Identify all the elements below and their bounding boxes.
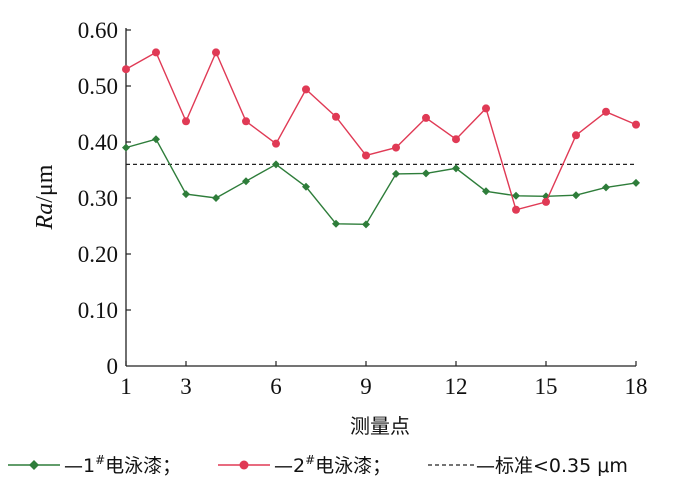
data-point bbox=[122, 65, 130, 74]
data-point bbox=[392, 143, 400, 152]
data-point bbox=[152, 48, 160, 57]
y-tick-label: 0.20 bbox=[78, 242, 118, 267]
legend-marker-series-1 bbox=[29, 460, 39, 470]
legend-label-series-1: —1#电泳漆； bbox=[64, 453, 181, 477]
data-point bbox=[242, 177, 250, 186]
data-point bbox=[302, 85, 310, 94]
y-tick-label: 0.40 bbox=[78, 130, 118, 155]
data-point bbox=[332, 112, 340, 121]
data-point bbox=[572, 191, 580, 200]
y-tick-label: 0.10 bbox=[78, 298, 118, 323]
data-point bbox=[122, 143, 130, 152]
data-point bbox=[632, 120, 640, 129]
y-tick-label: 0.60 bbox=[78, 18, 118, 43]
series-layer bbox=[122, 48, 640, 229]
data-point bbox=[422, 113, 430, 122]
y-axis-title: Ra/μm bbox=[32, 164, 58, 230]
data-point bbox=[242, 117, 250, 126]
data-point bbox=[632, 178, 640, 187]
y-axis-ticks: 0 0.10 0.20 0.30 0.40 0.50 0.60 bbox=[78, 18, 131, 379]
data-point bbox=[332, 219, 340, 228]
series-1-line bbox=[125, 138, 637, 226]
data-point bbox=[602, 183, 610, 192]
data-point bbox=[452, 164, 460, 173]
y-tick-label: 0.50 bbox=[78, 74, 118, 99]
x-tick-label: 6 bbox=[270, 374, 282, 399]
series-1 bbox=[122, 135, 640, 229]
y-axis-title-unit: /μm bbox=[32, 164, 58, 203]
x-tick-label: 1 bbox=[120, 374, 132, 399]
data-point bbox=[512, 205, 520, 214]
legend-label-series-2: —2#电泳漆； bbox=[274, 453, 391, 477]
data-point bbox=[572, 131, 580, 140]
data-point bbox=[482, 104, 490, 113]
legend-label-reference: —标准<0.35 μm bbox=[476, 455, 628, 477]
series-2-line bbox=[125, 50, 637, 211]
data-point bbox=[362, 151, 370, 160]
x-tick-label: 15 bbox=[535, 374, 558, 399]
data-point bbox=[602, 107, 610, 116]
x-tick-label: 3 bbox=[180, 374, 192, 399]
data-point bbox=[272, 139, 280, 148]
data-point bbox=[482, 187, 490, 196]
x-tick-label: 18 bbox=[625, 374, 648, 399]
y-axis-title-main: Ra bbox=[32, 203, 58, 231]
data-point bbox=[452, 135, 460, 144]
x-tick-label: 9 bbox=[360, 374, 372, 399]
legend-marker-series-2 bbox=[239, 460, 249, 470]
data-point bbox=[422, 169, 430, 178]
legend: —1#电泳漆； —2#电泳漆； —标准<0.35 μm bbox=[8, 453, 628, 477]
y-tick-label: 0.30 bbox=[78, 186, 118, 211]
data-point bbox=[212, 48, 220, 57]
series-2 bbox=[122, 48, 640, 214]
data-point bbox=[152, 135, 160, 144]
y-tick-label: 0 bbox=[107, 354, 119, 379]
x-axis-title: 测量点 bbox=[350, 414, 410, 438]
data-point bbox=[542, 197, 550, 206]
data-point bbox=[302, 182, 310, 191]
data-point bbox=[272, 160, 280, 169]
data-point bbox=[212, 194, 220, 202]
x-tick-label: 12 bbox=[445, 374, 468, 399]
data-point bbox=[362, 220, 370, 229]
axes bbox=[125, 28, 636, 367]
data-point bbox=[182, 117, 190, 126]
data-point bbox=[392, 169, 400, 178]
data-point bbox=[182, 190, 190, 199]
data-point bbox=[512, 191, 520, 200]
x-axis-ticks: 1 3 6 9 12 15 18 bbox=[120, 361, 648, 399]
